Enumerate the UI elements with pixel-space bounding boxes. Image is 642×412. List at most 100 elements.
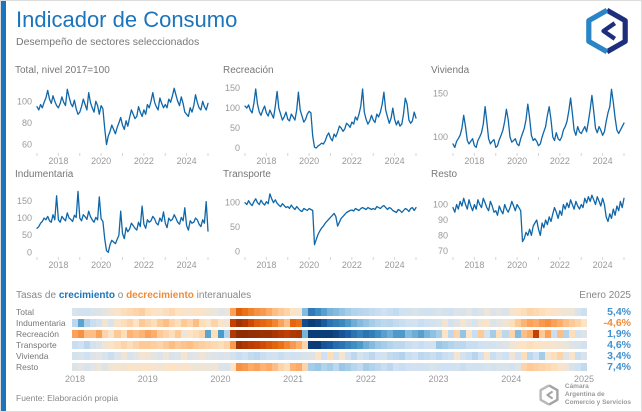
heatmap-cell	[575, 330, 582, 338]
heatmap-cell	[253, 363, 260, 371]
heatmap-cell	[320, 341, 327, 349]
heatmap-cell	[278, 352, 285, 360]
heatmap-cell	[502, 319, 509, 327]
heatmap-cell	[447, 319, 454, 327]
y-tick-label: 100	[225, 198, 240, 208]
heatmap-cell	[478, 330, 485, 338]
heatmap-cell	[138, 363, 145, 371]
heatmap-cell	[502, 308, 509, 316]
charts-grid: Total, nivel 2017=100 60 80 100 2018 2020 202…	[11, 65, 631, 272]
heatmap-row-resto: Resto 7,4%	[16, 361, 631, 373]
heatmap-cell	[435, 363, 442, 371]
heatmap-cell	[550, 319, 557, 327]
heatmap-cell	[132, 363, 139, 371]
heatmap-cell	[399, 352, 406, 360]
heatmap-cell	[126, 330, 133, 338]
heatmap-cell	[296, 341, 303, 349]
heatmap-cell	[229, 308, 236, 316]
heatmap-cell	[550, 341, 557, 349]
heatmap-cell	[193, 330, 200, 338]
heatmap-cell	[356, 341, 363, 349]
cac-logo-text-line: Cámara	[564, 383, 589, 391]
heatmap-cell	[508, 341, 515, 349]
heatmap-strip	[72, 352, 588, 360]
heatmap-cell	[247, 341, 254, 349]
x-tick-label: 2018	[256, 260, 276, 270]
heatmap-cell	[253, 352, 260, 360]
heatmap-row-label: Total	[16, 307, 34, 317]
x-tick-label: 2022	[342, 156, 362, 166]
heatmap-row-indumentaria: Indumentaria -4,6%	[16, 317, 631, 329]
heatmap-cell	[344, 341, 351, 349]
heatmap-x-axis: 2018 2019 2020 2021 2022 2023 2024 2025	[65, 374, 594, 386]
heatmap-cell	[447, 308, 454, 316]
heatmap-cell	[193, 352, 200, 360]
heatmap-cell	[502, 341, 509, 349]
heatmap-cell	[187, 341, 194, 349]
heatmap-cell	[563, 341, 570, 349]
heatmap-row-vivienda: Vivienda 3,4%	[16, 350, 631, 362]
page-title: Indicador de Consumo	[16, 7, 238, 32]
heatmap-cell	[278, 341, 285, 349]
heatmap-cell	[405, 352, 412, 360]
line-chart-plot: 0 50 100 150 2018 2020 2022 2024	[17, 190, 209, 270]
heatmap-cell	[229, 363, 236, 371]
heatmap-cell	[563, 363, 570, 371]
x-tick-label: 2018	[256, 156, 276, 166]
line-chart-resto: Resto 70 80 90 100 2018 2020 2022 2024	[427, 169, 631, 272]
heatmap-cell	[162, 352, 169, 360]
heatmap-cell	[296, 308, 303, 316]
heatmap-cell	[429, 341, 436, 349]
heatmap-cell	[338, 308, 345, 316]
heatmap-cell	[447, 363, 454, 371]
heatmap-cell	[472, 319, 479, 327]
heatmap-cell	[429, 308, 436, 316]
y-tick-label: 0	[235, 247, 240, 257]
heatmap-cell	[175, 308, 182, 316]
heatmap-cell	[150, 352, 157, 360]
heatmap-cell	[344, 308, 351, 316]
heatmap-cell	[381, 363, 388, 371]
heatmap-cell	[520, 341, 527, 349]
heatmap-cell	[544, 352, 551, 360]
heatmap-latest-value: 7,4%	[607, 361, 631, 373]
heatmap-strip	[72, 319, 588, 327]
heatmap-cell	[435, 341, 442, 349]
heatmap-cell	[441, 308, 448, 316]
heatmap-cell	[581, 341, 588, 349]
heatmap-cell	[96, 330, 103, 338]
heatmap-cell	[132, 330, 139, 338]
y-tick-label: 50	[22, 230, 32, 240]
heatmap-cell	[114, 363, 121, 371]
heatmap-cell	[453, 363, 460, 371]
heatmap-cell	[308, 319, 315, 327]
heatmap-cell	[96, 308, 103, 316]
heatmap-cell	[526, 319, 533, 327]
heatmap-cell	[575, 341, 582, 349]
heatmap-x-tick-label: 2018	[65, 374, 86, 384]
heatmap-cell	[290, 330, 297, 338]
x-tick-label: 2020	[91, 156, 111, 166]
heatmap-cell	[502, 330, 509, 338]
heatmap-cell	[484, 352, 491, 360]
heatmap-cell	[78, 352, 85, 360]
heatmap-cell	[484, 308, 491, 316]
heatmap-cell	[332, 330, 339, 338]
heatmap-cell	[502, 363, 509, 371]
heatmap-cell	[478, 352, 485, 360]
heatmap-cell	[490, 308, 497, 316]
heatmap-cell	[217, 330, 224, 338]
heatmap-cell	[284, 330, 291, 338]
heatmap-strip	[72, 363, 588, 371]
heatmap-cell	[126, 352, 133, 360]
heatmap-cell	[211, 308, 218, 316]
heatmap-row-label: Indumentaria	[16, 318, 66, 328]
heatmap-cell	[102, 308, 109, 316]
heatmap-cell	[150, 308, 157, 316]
heatmap-cell	[393, 319, 400, 327]
heatmap-cell	[302, 308, 309, 316]
heatmap-cell	[266, 319, 273, 327]
x-tick-label: 2022	[342, 260, 362, 270]
heatmap-cell	[429, 319, 436, 327]
heatmap-cell	[144, 352, 151, 360]
